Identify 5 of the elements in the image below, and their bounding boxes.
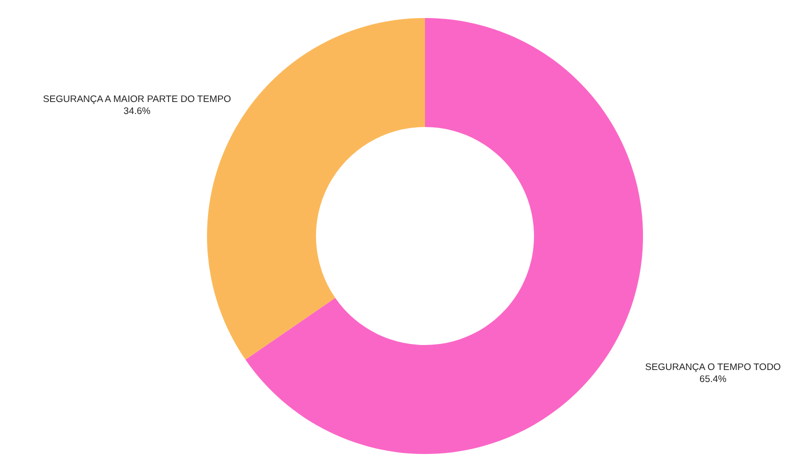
- slice-label: SEGURANÇA O TEMPO TODO: [645, 362, 781, 373]
- data-label: 65.4%: [700, 374, 728, 385]
- data-label: 34.6%: [124, 106, 152, 118]
- donut-slice: [245, 18, 643, 454]
- slice-label: SEGURANÇA A MAIOR PARTE DO TEMPO: [43, 94, 231, 106]
